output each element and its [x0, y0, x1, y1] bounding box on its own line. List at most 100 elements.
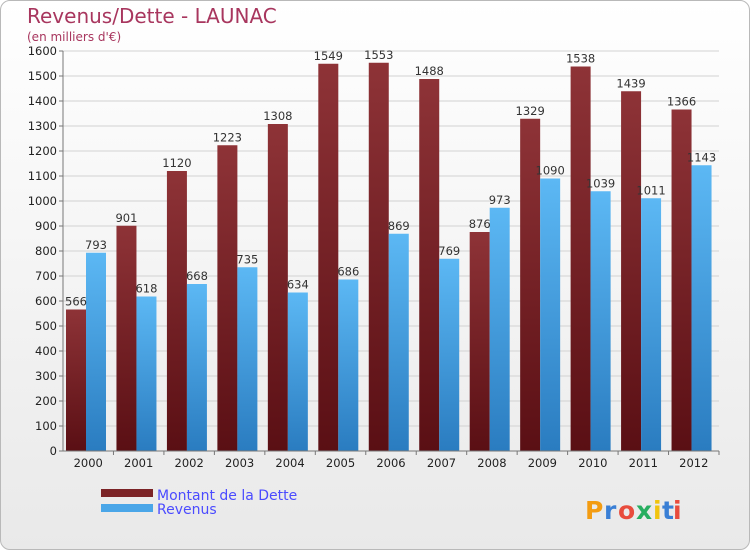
x-tick-label: 2002: [175, 456, 204, 470]
value-label: 1553: [364, 48, 393, 62]
y-tick-label: 300: [35, 369, 57, 383]
bar-revenus: [489, 207, 510, 451]
logo-letter: x: [636, 496, 652, 525]
value-label: 1538: [566, 52, 595, 66]
x-tick-label: 2009: [528, 456, 557, 470]
bar-dette: [570, 66, 591, 451]
bar-dette: [520, 118, 541, 451]
value-labels: 566 793 901 618 1120 668 1223 735 1308 634 1549 686…: [65, 48, 716, 309]
y-tick-label: 1300: [28, 119, 57, 133]
value-label: 1011: [636, 183, 665, 197]
y-tick-label: 1100: [28, 169, 57, 183]
value-label: 634: [287, 278, 309, 292]
value-label: 1329: [516, 104, 545, 118]
bar-revenus: [439, 258, 460, 451]
y-tick-label: 1000: [28, 194, 57, 208]
y-tick-label: 1600: [28, 44, 57, 58]
value-label: 901: [115, 211, 137, 225]
legend-label-dette: Montant de la Dette: [157, 488, 297, 504]
bar-revenus: [237, 267, 258, 451]
value-label: 1439: [616, 76, 645, 90]
x-tick-label: 2001: [124, 456, 153, 470]
x-tick-label: 2000: [74, 456, 103, 470]
bar-dette: [217, 145, 238, 451]
x-tick-label: 2005: [326, 456, 355, 470]
bar-revenus: [388, 233, 409, 451]
bar-dette: [116, 225, 137, 451]
x-axis-ticks: 2000 2001 2002 2003 2004 2005 2006 2007 2008 2009…: [74, 451, 720, 470]
value-label: 735: [236, 252, 258, 266]
logo-letter: t: [662, 496, 674, 525]
y-tick-label: 800: [35, 244, 57, 258]
logo-letter: P: [585, 496, 603, 525]
bar-dette: [671, 109, 692, 451]
bar-revenus: [540, 178, 561, 451]
y-tick-label: 400: [35, 344, 57, 358]
value-label: 869: [388, 219, 410, 233]
bar-revenus: [287, 292, 308, 451]
bar-revenus: [338, 279, 359, 451]
chart-title: Revenus/Dette - LAUNAC: [27, 4, 277, 28]
x-tick-label: 2006: [376, 456, 405, 470]
x-tick-label: 2012: [679, 456, 708, 470]
bar-dette: [621, 91, 642, 451]
value-label: 686: [337, 265, 359, 279]
y-tick-label: 600: [35, 294, 57, 308]
bar-revenus: [590, 191, 611, 451]
value-label: 1120: [162, 156, 191, 170]
legend: Montant de la Dette Revenus: [101, 488, 297, 518]
x-tick-label: 2004: [275, 456, 304, 470]
logo-letter: i: [673, 496, 682, 525]
value-label: 618: [135, 282, 157, 296]
value-label: 566: [65, 295, 87, 309]
x-tick-label: 2007: [427, 456, 456, 470]
value-label: 1039: [586, 176, 615, 190]
logo-letter: i: [653, 496, 662, 525]
bar-dette: [419, 79, 440, 451]
y-tick-label: 700: [35, 269, 57, 283]
value-label: 1366: [667, 95, 696, 109]
bar-dette: [469, 232, 490, 451]
value-label: 876: [469, 217, 491, 231]
y-tick-label: 100: [35, 419, 57, 433]
bar-revenus: [691, 165, 712, 451]
x-tick-label: 2011: [629, 456, 658, 470]
y-axis-ticks: 0 100 200 300 400 500 600 700 800 900 1000 1100 1200…: [28, 44, 63, 458]
value-label: 1090: [536, 164, 565, 178]
value-label: 1549: [314, 49, 343, 63]
bar-revenus: [136, 296, 157, 451]
legend-swatch-revenus: [101, 504, 153, 512]
x-tick-label: 2008: [477, 456, 506, 470]
chart-subtitle: (en milliers d'€): [27, 30, 121, 44]
y-tick-label: 1400: [28, 94, 57, 108]
legend-swatch-dette: [101, 489, 153, 497]
value-label: 668: [186, 269, 208, 283]
y-tick-label: 200: [35, 394, 57, 408]
bar-revenus: [641, 198, 662, 451]
value-label: 793: [85, 238, 107, 252]
logo-letter: r: [604, 496, 617, 525]
y-tick-label: 1500: [28, 69, 57, 83]
y-tick-label: 1200: [28, 144, 57, 158]
bar-dette: [368, 62, 389, 451]
x-tick-label: 2010: [578, 456, 607, 470]
bar-revenus: [86, 252, 106, 451]
value-label: 1223: [213, 130, 242, 144]
value-label: 769: [438, 244, 460, 258]
value-label: 1308: [263, 109, 292, 123]
bar-dette: [66, 309, 86, 451]
value-label: 973: [489, 193, 511, 207]
y-tick-label: 900: [35, 219, 57, 233]
bar-series: [66, 62, 712, 451]
bar-dette: [267, 124, 288, 451]
logo-letter: o: [618, 496, 635, 525]
x-tick-label: 2003: [225, 456, 254, 470]
y-tick-label: 500: [35, 319, 57, 333]
value-label: 1143: [687, 150, 716, 164]
bar-revenus: [186, 284, 207, 451]
legend-label-revenus: Revenus: [157, 502, 217, 518]
bar-dette: [318, 63, 339, 451]
y-tick-label: 0: [50, 444, 57, 458]
